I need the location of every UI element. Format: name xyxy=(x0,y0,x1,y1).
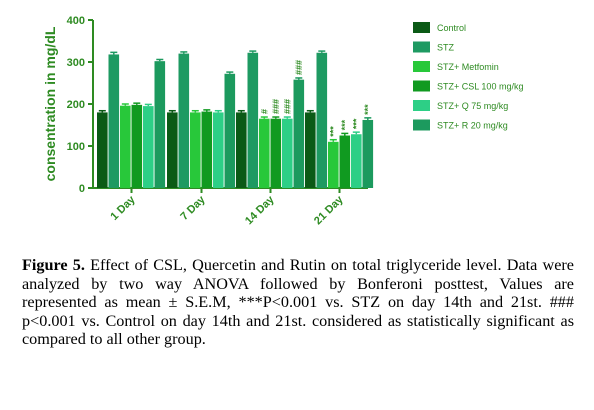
legend-label: Control xyxy=(437,23,466,33)
bar xyxy=(328,141,339,188)
y-tick-label: 300 xyxy=(67,57,85,69)
bar xyxy=(305,112,316,188)
chart-legend: Control STZ STZ+ Metfomin STZ+ CSL 100 mg/k… xyxy=(413,22,523,131)
caption-label: Figure 5. xyxy=(22,256,85,274)
bar xyxy=(339,135,351,188)
significance-label: *** xyxy=(351,118,361,129)
bar-chart: consentration in mg/dL 0 100 200 300 400 1 Day… xyxy=(42,15,523,227)
bar xyxy=(316,52,328,189)
bar xyxy=(143,106,154,188)
significance-label: *** xyxy=(363,104,373,115)
legend-label: STZ xyxy=(437,43,455,53)
chart-bars: # ### ######****** ****** xyxy=(97,50,374,189)
bar xyxy=(259,118,270,188)
significance-label: ### xyxy=(294,60,304,75)
bar xyxy=(293,79,305,188)
bar xyxy=(108,54,120,188)
bar xyxy=(167,112,178,188)
bar xyxy=(213,112,224,188)
legend-swatch xyxy=(413,61,430,72)
bar xyxy=(131,104,143,188)
figure-caption: Figure 5. Effect of CSL, Quercetin and R… xyxy=(22,256,574,349)
legend-label: STZ+ Metfomin xyxy=(437,62,499,72)
bar xyxy=(154,61,166,188)
significance-label: *** xyxy=(328,126,338,137)
legend-swatch xyxy=(413,119,430,131)
bar xyxy=(178,53,190,188)
significance-label: ### xyxy=(271,99,281,114)
bar xyxy=(190,112,201,188)
x-tick-label: 1 Day xyxy=(108,193,138,223)
x-tick-label: 21 Day xyxy=(312,193,346,227)
bar xyxy=(224,73,236,188)
bar xyxy=(120,105,131,188)
y-tick-label: 400 xyxy=(67,15,85,27)
bar xyxy=(270,118,282,188)
bar xyxy=(282,118,293,188)
legend-label: STZ+ R 20 mg/kg xyxy=(437,121,508,131)
legend-swatch xyxy=(413,22,430,33)
significance-label: ### xyxy=(282,99,292,114)
bar xyxy=(236,112,247,188)
y-tick-label: 200 xyxy=(67,99,85,111)
legend-swatch xyxy=(413,100,430,111)
y-axis-label: consentration in mg/dL xyxy=(42,26,58,181)
x-tick-label: 7 Day xyxy=(178,193,208,223)
bar xyxy=(362,119,374,188)
bar xyxy=(201,111,213,188)
legend-label: STZ+ Q 75 mg/kg xyxy=(437,101,508,111)
bar xyxy=(247,52,259,189)
significance-label: *** xyxy=(340,119,350,130)
legend-swatch xyxy=(413,41,430,53)
y-tick-label: 100 xyxy=(67,141,85,153)
bar xyxy=(351,134,362,188)
legend-swatch xyxy=(413,80,430,92)
significance-label: # xyxy=(259,109,269,114)
bar xyxy=(97,112,108,188)
y-tick-label: 0 xyxy=(79,183,85,195)
x-tick-label: 14 Day xyxy=(243,193,277,227)
legend-label: STZ+ CSL 100 mg/kg xyxy=(437,82,523,92)
caption-text: Effect of CSL, Quercetin and Rutin on to… xyxy=(22,256,574,349)
